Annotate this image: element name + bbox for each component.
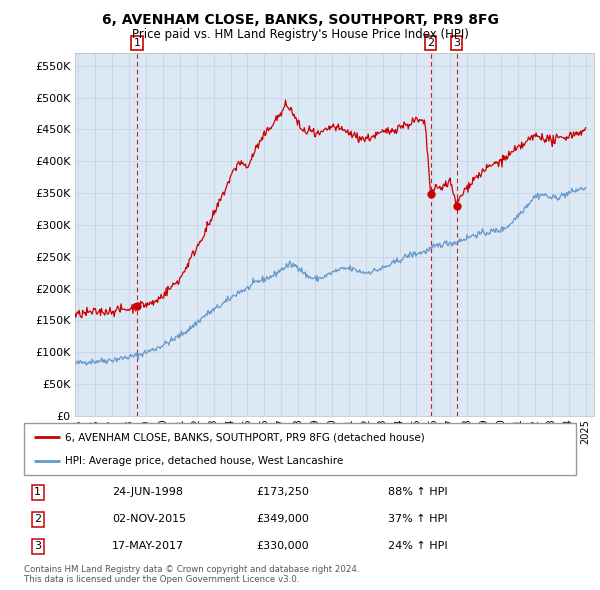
Text: HPI: Average price, detached house, West Lancashire: HPI: Average price, detached house, West… (65, 456, 344, 466)
Text: 6, AVENHAM CLOSE, BANKS, SOUTHPORT, PR9 8FG (detached house): 6, AVENHAM CLOSE, BANKS, SOUTHPORT, PR9 … (65, 432, 425, 442)
Text: 02-NOV-2015: 02-NOV-2015 (112, 514, 187, 525)
Text: 17-MAY-2017: 17-MAY-2017 (112, 542, 184, 552)
Text: 2: 2 (427, 38, 434, 48)
Text: Price paid vs. HM Land Registry's House Price Index (HPI): Price paid vs. HM Land Registry's House … (131, 28, 469, 41)
Text: 1: 1 (134, 38, 141, 48)
Text: £330,000: £330,000 (256, 542, 308, 552)
Text: Contains HM Land Registry data © Crown copyright and database right 2024.
This d: Contains HM Land Registry data © Crown c… (24, 565, 359, 584)
Text: 24-JUN-1998: 24-JUN-1998 (112, 487, 184, 497)
Text: £349,000: £349,000 (256, 514, 309, 525)
Text: 24% ↑ HPI: 24% ↑ HPI (388, 542, 448, 552)
Text: 3: 3 (34, 542, 41, 552)
Text: 2: 2 (34, 514, 41, 525)
Text: 88% ↑ HPI: 88% ↑ HPI (388, 487, 448, 497)
Text: 37% ↑ HPI: 37% ↑ HPI (388, 514, 448, 525)
Text: £173,250: £173,250 (256, 487, 309, 497)
Text: 1: 1 (34, 487, 41, 497)
Text: 3: 3 (453, 38, 460, 48)
Text: 6, AVENHAM CLOSE, BANKS, SOUTHPORT, PR9 8FG: 6, AVENHAM CLOSE, BANKS, SOUTHPORT, PR9 … (101, 13, 499, 27)
